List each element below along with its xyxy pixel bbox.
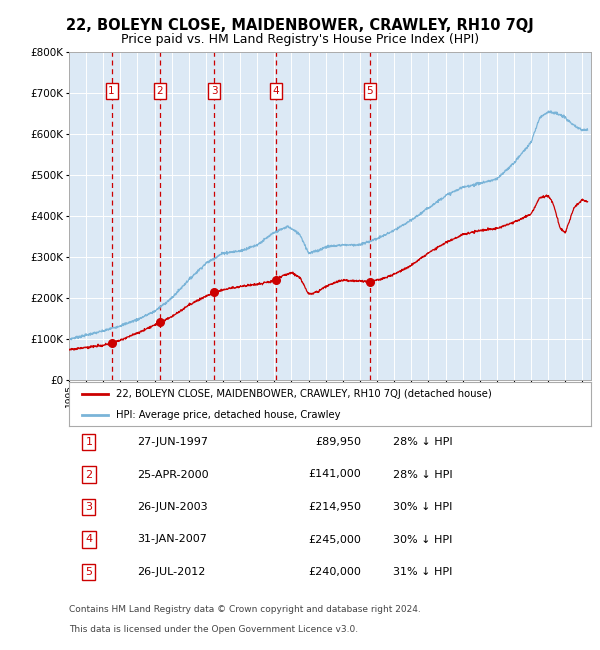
Text: £214,950: £214,950 [308,502,361,512]
Text: 27-JUN-1997: 27-JUN-1997 [137,437,208,447]
Text: 28% ↓ HPI: 28% ↓ HPI [392,469,452,480]
Text: 31-JAN-2007: 31-JAN-2007 [137,534,207,545]
Text: £141,000: £141,000 [308,469,361,480]
Text: 26-JUL-2012: 26-JUL-2012 [137,567,205,577]
Text: 31% ↓ HPI: 31% ↓ HPI [392,567,452,577]
Text: 3: 3 [211,86,218,96]
Text: 28% ↓ HPI: 28% ↓ HPI [392,437,452,447]
Text: 2: 2 [85,469,92,480]
Text: 22, BOLEYN CLOSE, MAIDENBOWER, CRAWLEY, RH10 7QJ: 22, BOLEYN CLOSE, MAIDENBOWER, CRAWLEY, … [66,18,534,32]
Text: £245,000: £245,000 [308,534,361,545]
Text: HPI: Average price, detached house, Crawley: HPI: Average price, detached house, Craw… [116,410,340,420]
Text: Contains HM Land Registry data © Crown copyright and database right 2024.: Contains HM Land Registry data © Crown c… [69,605,421,614]
Text: This data is licensed under the Open Government Licence v3.0.: This data is licensed under the Open Gov… [69,625,358,634]
Text: 4: 4 [85,534,92,545]
Text: 5: 5 [367,86,373,96]
Text: 5: 5 [85,567,92,577]
Text: 22, BOLEYN CLOSE, MAIDENBOWER, CRAWLEY, RH10 7QJ (detached house): 22, BOLEYN CLOSE, MAIDENBOWER, CRAWLEY, … [116,389,492,399]
Text: 4: 4 [272,86,279,96]
Text: 25-APR-2000: 25-APR-2000 [137,469,208,480]
Text: £89,950: £89,950 [316,437,361,447]
Text: 1: 1 [85,437,92,447]
Text: 1: 1 [109,86,115,96]
Text: 30% ↓ HPI: 30% ↓ HPI [392,502,452,512]
Text: 2: 2 [157,86,163,96]
Text: 3: 3 [85,502,92,512]
Text: 26-JUN-2003: 26-JUN-2003 [137,502,208,512]
Text: Price paid vs. HM Land Registry's House Price Index (HPI): Price paid vs. HM Land Registry's House … [121,32,479,46]
Text: 30% ↓ HPI: 30% ↓ HPI [392,534,452,545]
Text: £240,000: £240,000 [308,567,361,577]
